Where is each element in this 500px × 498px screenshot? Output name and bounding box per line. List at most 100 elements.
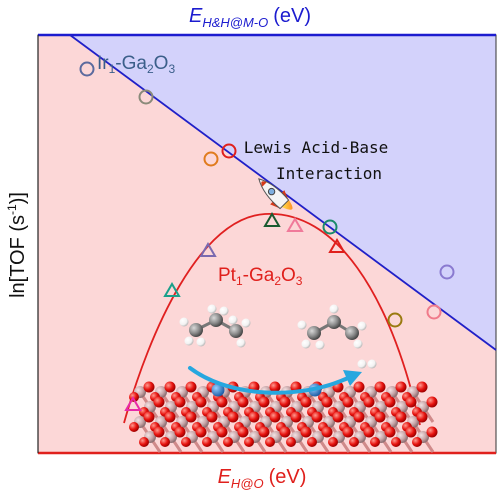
pt-point	[263, 212, 281, 227]
atom-sphere	[307, 326, 321, 340]
atom-sphere	[236, 338, 246, 348]
atom-sphere	[345, 326, 359, 340]
ir-point	[322, 219, 338, 235]
atom-sphere	[139, 437, 149, 447]
pt-point	[199, 242, 217, 257]
atom-sphere	[384, 396, 396, 408]
atom-sphere	[329, 304, 339, 314]
atom-sphere	[342, 396, 354, 408]
atom-sphere	[416, 411, 428, 423]
atom-sphere	[353, 381, 365, 393]
atom-sphere	[405, 396, 417, 408]
ir-markers	[79, 61, 455, 328]
ir-point	[387, 312, 403, 328]
atom-sphere	[211, 383, 225, 397]
atom-sphere	[374, 381, 386, 393]
ir-point	[426, 304, 442, 320]
atom-sphere	[153, 396, 165, 408]
atom-sphere	[129, 422, 139, 432]
atom-sphere	[228, 315, 238, 325]
atom-sphere	[384, 426, 396, 438]
atom-sphere	[241, 318, 251, 328]
ir-point	[439, 264, 455, 280]
atom-sphere	[290, 411, 302, 423]
pt-point	[328, 238, 346, 253]
ir-point	[138, 89, 154, 105]
atom-sphere	[328, 437, 338, 447]
ir-point	[203, 151, 219, 167]
atom-sphere	[229, 324, 243, 338]
atom-sphere	[279, 396, 291, 408]
atom-sphere	[342, 426, 354, 438]
atom-sphere	[349, 437, 359, 447]
atom-sphere	[196, 337, 206, 347]
atom-sphere	[179, 317, 189, 327]
atom-sphere	[315, 340, 325, 350]
bottom-axis-label: EH@O (eV)	[218, 466, 307, 491]
ga2o3-surface-slab	[129, 381, 438, 453]
atom-sphere	[174, 396, 186, 408]
atom-sphere	[269, 411, 281, 423]
atom-sphere	[395, 381, 407, 393]
pt-point	[286, 217, 304, 232]
atom-sphere	[395, 411, 407, 423]
atom-sphere	[164, 411, 176, 423]
atom-sphere	[374, 411, 386, 423]
atom-sphere	[426, 426, 438, 438]
y-axis-label: ln[TOF (s-1)]	[5, 192, 29, 298]
atom-sphere	[357, 321, 367, 331]
atom-sphere	[279, 426, 291, 438]
pt-volcano-curve	[123, 213, 421, 426]
pt-markers	[124, 212, 346, 411]
atom-sphere	[321, 396, 333, 408]
ir-point	[221, 143, 237, 159]
atom-sphere	[202, 437, 212, 447]
atom-sphere	[327, 315, 341, 329]
ir-series-label: Ir1-Ga2O3	[97, 53, 175, 76]
atom-sphere	[227, 411, 239, 423]
atom-sphere	[207, 304, 217, 314]
atom-sphere	[258, 396, 270, 408]
atom-sphere	[143, 411, 155, 423]
top-axis-label: EH&H@M-O (eV)	[189, 5, 311, 30]
atom-sphere	[405, 426, 417, 438]
atom-sphere	[265, 437, 275, 447]
atom-sphere	[363, 396, 375, 408]
atom-sphere	[258, 426, 270, 438]
atom-sphere	[244, 437, 254, 447]
atom-sphere	[321, 426, 333, 438]
atom-sphere	[286, 437, 296, 447]
atom-sphere	[416, 381, 428, 393]
atom-sphere	[426, 396, 438, 408]
atom-sphere	[307, 437, 317, 447]
atom-sphere	[370, 437, 380, 447]
atom-sphere	[185, 381, 197, 393]
atom-sphere	[206, 411, 218, 423]
pt-series-label: Pt1-Ga2O3	[218, 265, 303, 288]
atom-sphere	[367, 359, 377, 369]
atom-sphere	[164, 381, 176, 393]
atom-sphere	[391, 437, 401, 447]
atom-sphere	[195, 426, 207, 438]
atom-sphere	[143, 381, 155, 393]
atom-sphere	[353, 339, 363, 349]
upper-region	[38, 35, 496, 350]
plot-area	[37, 33, 497, 455]
atom-sphere	[297, 320, 307, 330]
annotation-line-1: Lewis Acid-Base	[244, 138, 389, 157]
atom-sphere	[311, 411, 323, 423]
atom-sphere	[195, 396, 207, 408]
reaction-arrow	[188, 366, 362, 395]
atom-sphere	[353, 411, 365, 423]
propane-molecule	[179, 304, 251, 348]
atom-sphere	[216, 426, 228, 438]
atom-sphere	[181, 437, 191, 447]
rocket-icon	[258, 178, 293, 210]
atom-sphere	[174, 426, 186, 438]
atom-sphere	[219, 306, 229, 316]
atom-sphere	[412, 437, 422, 447]
atom-sphere	[248, 411, 260, 423]
pt-point	[124, 396, 142, 411]
atom-sphere	[357, 359, 367, 369]
